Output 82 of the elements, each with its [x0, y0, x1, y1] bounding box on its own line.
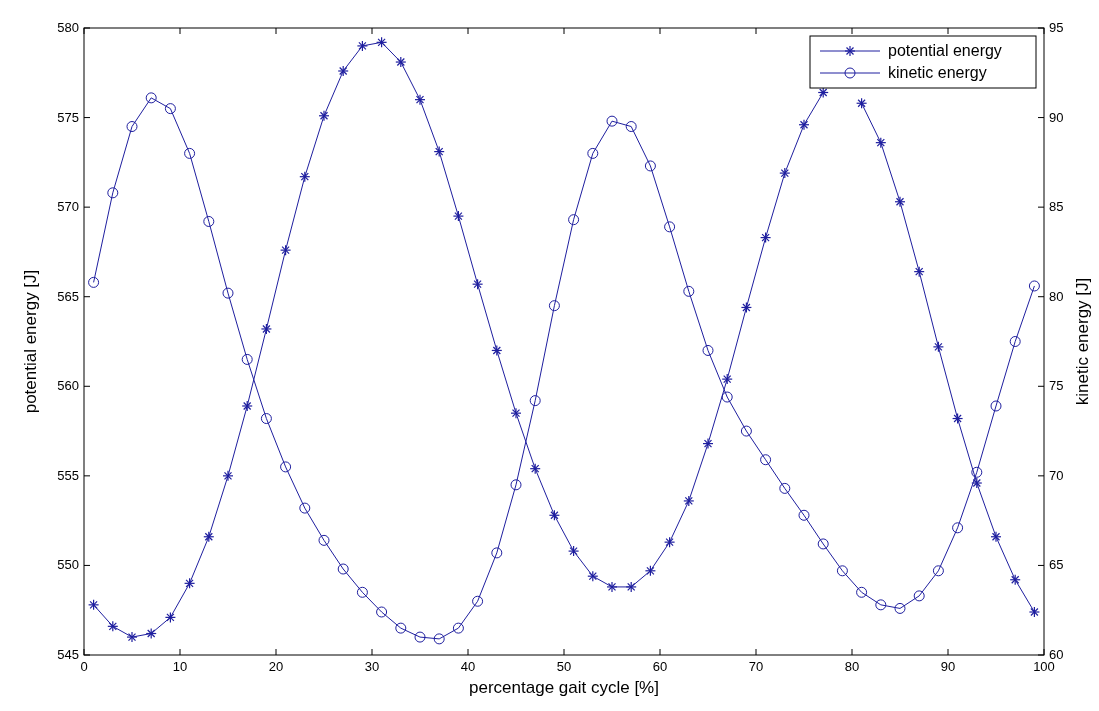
point [433, 633, 445, 645]
point [395, 622, 407, 634]
x-tick-label: 10 [172, 659, 188, 674]
point [856, 586, 868, 598]
y2-tick-label: 90 [1049, 109, 1064, 125]
point [184, 147, 196, 159]
y2-axis-title: kinetic energy [J] [1073, 277, 1092, 406]
x-tick-label: 20 [268, 659, 284, 674]
y2-tick-label: 60 [1049, 647, 1064, 662]
point [529, 395, 541, 407]
point [836, 565, 848, 577]
y-tick-label: 580 [57, 20, 79, 35]
point [337, 563, 349, 575]
y2-tick-label: 75 [1049, 378, 1064, 394]
point [664, 221, 676, 233]
x-tick-label: 80 [844, 659, 860, 674]
x-tick-label: 60 [652, 659, 668, 674]
point [472, 595, 484, 607]
point [88, 276, 100, 288]
point [241, 353, 253, 365]
point [702, 344, 714, 356]
x-tick-label: 40 [460, 659, 476, 674]
x-tick-label: 0 [80, 659, 88, 674]
point [1028, 280, 1040, 292]
point [164, 103, 176, 115]
y-tick-label: 545 [57, 647, 79, 662]
x-tick-label: 90 [940, 659, 956, 674]
y-tick-label: 560 [57, 378, 79, 394]
point [203, 215, 215, 227]
point [990, 400, 1002, 412]
legend-label: kinetic energy [888, 64, 987, 81]
point [568, 214, 580, 226]
x-tick-label: 30 [364, 659, 380, 674]
point [760, 454, 772, 466]
point [779, 482, 791, 494]
y2-tick-label: 95 [1049, 20, 1064, 35]
point [587, 147, 599, 159]
legend-label: potential energy [888, 42, 1002, 59]
y2-tick-label: 85 [1049, 199, 1064, 215]
point [452, 622, 464, 634]
point [548, 300, 560, 312]
point [376, 606, 388, 618]
x-tick-label: 50 [556, 659, 572, 674]
y2-tick-label: 70 [1049, 467, 1064, 483]
point [1009, 336, 1021, 347]
point [932, 565, 944, 577]
point [318, 534, 330, 546]
point [740, 425, 752, 437]
y-tick-label: 570 [57, 199, 79, 215]
point [894, 602, 906, 614]
y-tick-label: 550 [57, 557, 79, 573]
y-tick-label: 555 [57, 467, 79, 483]
point [107, 187, 119, 199]
y-tick-label: 575 [57, 109, 79, 125]
point [721, 391, 733, 403]
point [625, 121, 637, 133]
y-axis-title: potential energy [J] [21, 269, 40, 414]
point [606, 115, 618, 127]
y2-tick-label: 65 [1049, 557, 1064, 573]
point [126, 121, 138, 133]
y2-tick-label: 80 [1049, 288, 1064, 304]
point [356, 586, 368, 598]
point [798, 509, 810, 521]
point [644, 160, 656, 172]
y-tick-label: 565 [57, 288, 79, 304]
point [817, 538, 829, 550]
x-tick-label: 70 [748, 659, 764, 674]
point [222, 287, 234, 299]
point [414, 631, 426, 643]
point [491, 547, 503, 559]
point [913, 590, 925, 602]
point [683, 285, 695, 297]
point [971, 466, 983, 478]
point [952, 522, 964, 534]
point [510, 479, 522, 491]
x-axis-title: percentage gait cycle [%] [469, 678, 659, 697]
x-tick-label: 100 [1033, 659, 1055, 674]
point [145, 92, 157, 104]
point [280, 461, 292, 473]
point [875, 599, 887, 611]
point [260, 413, 272, 425]
point [299, 502, 311, 514]
